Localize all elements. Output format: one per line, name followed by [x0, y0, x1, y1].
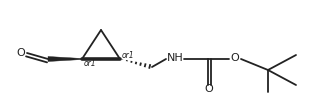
- Text: O: O: [17, 48, 25, 58]
- Polygon shape: [48, 57, 82, 61]
- Text: O: O: [205, 84, 214, 94]
- Text: or1: or1: [122, 50, 134, 60]
- Text: O: O: [231, 53, 239, 63]
- Text: or1: or1: [84, 59, 97, 68]
- Text: NH: NH: [167, 53, 183, 63]
